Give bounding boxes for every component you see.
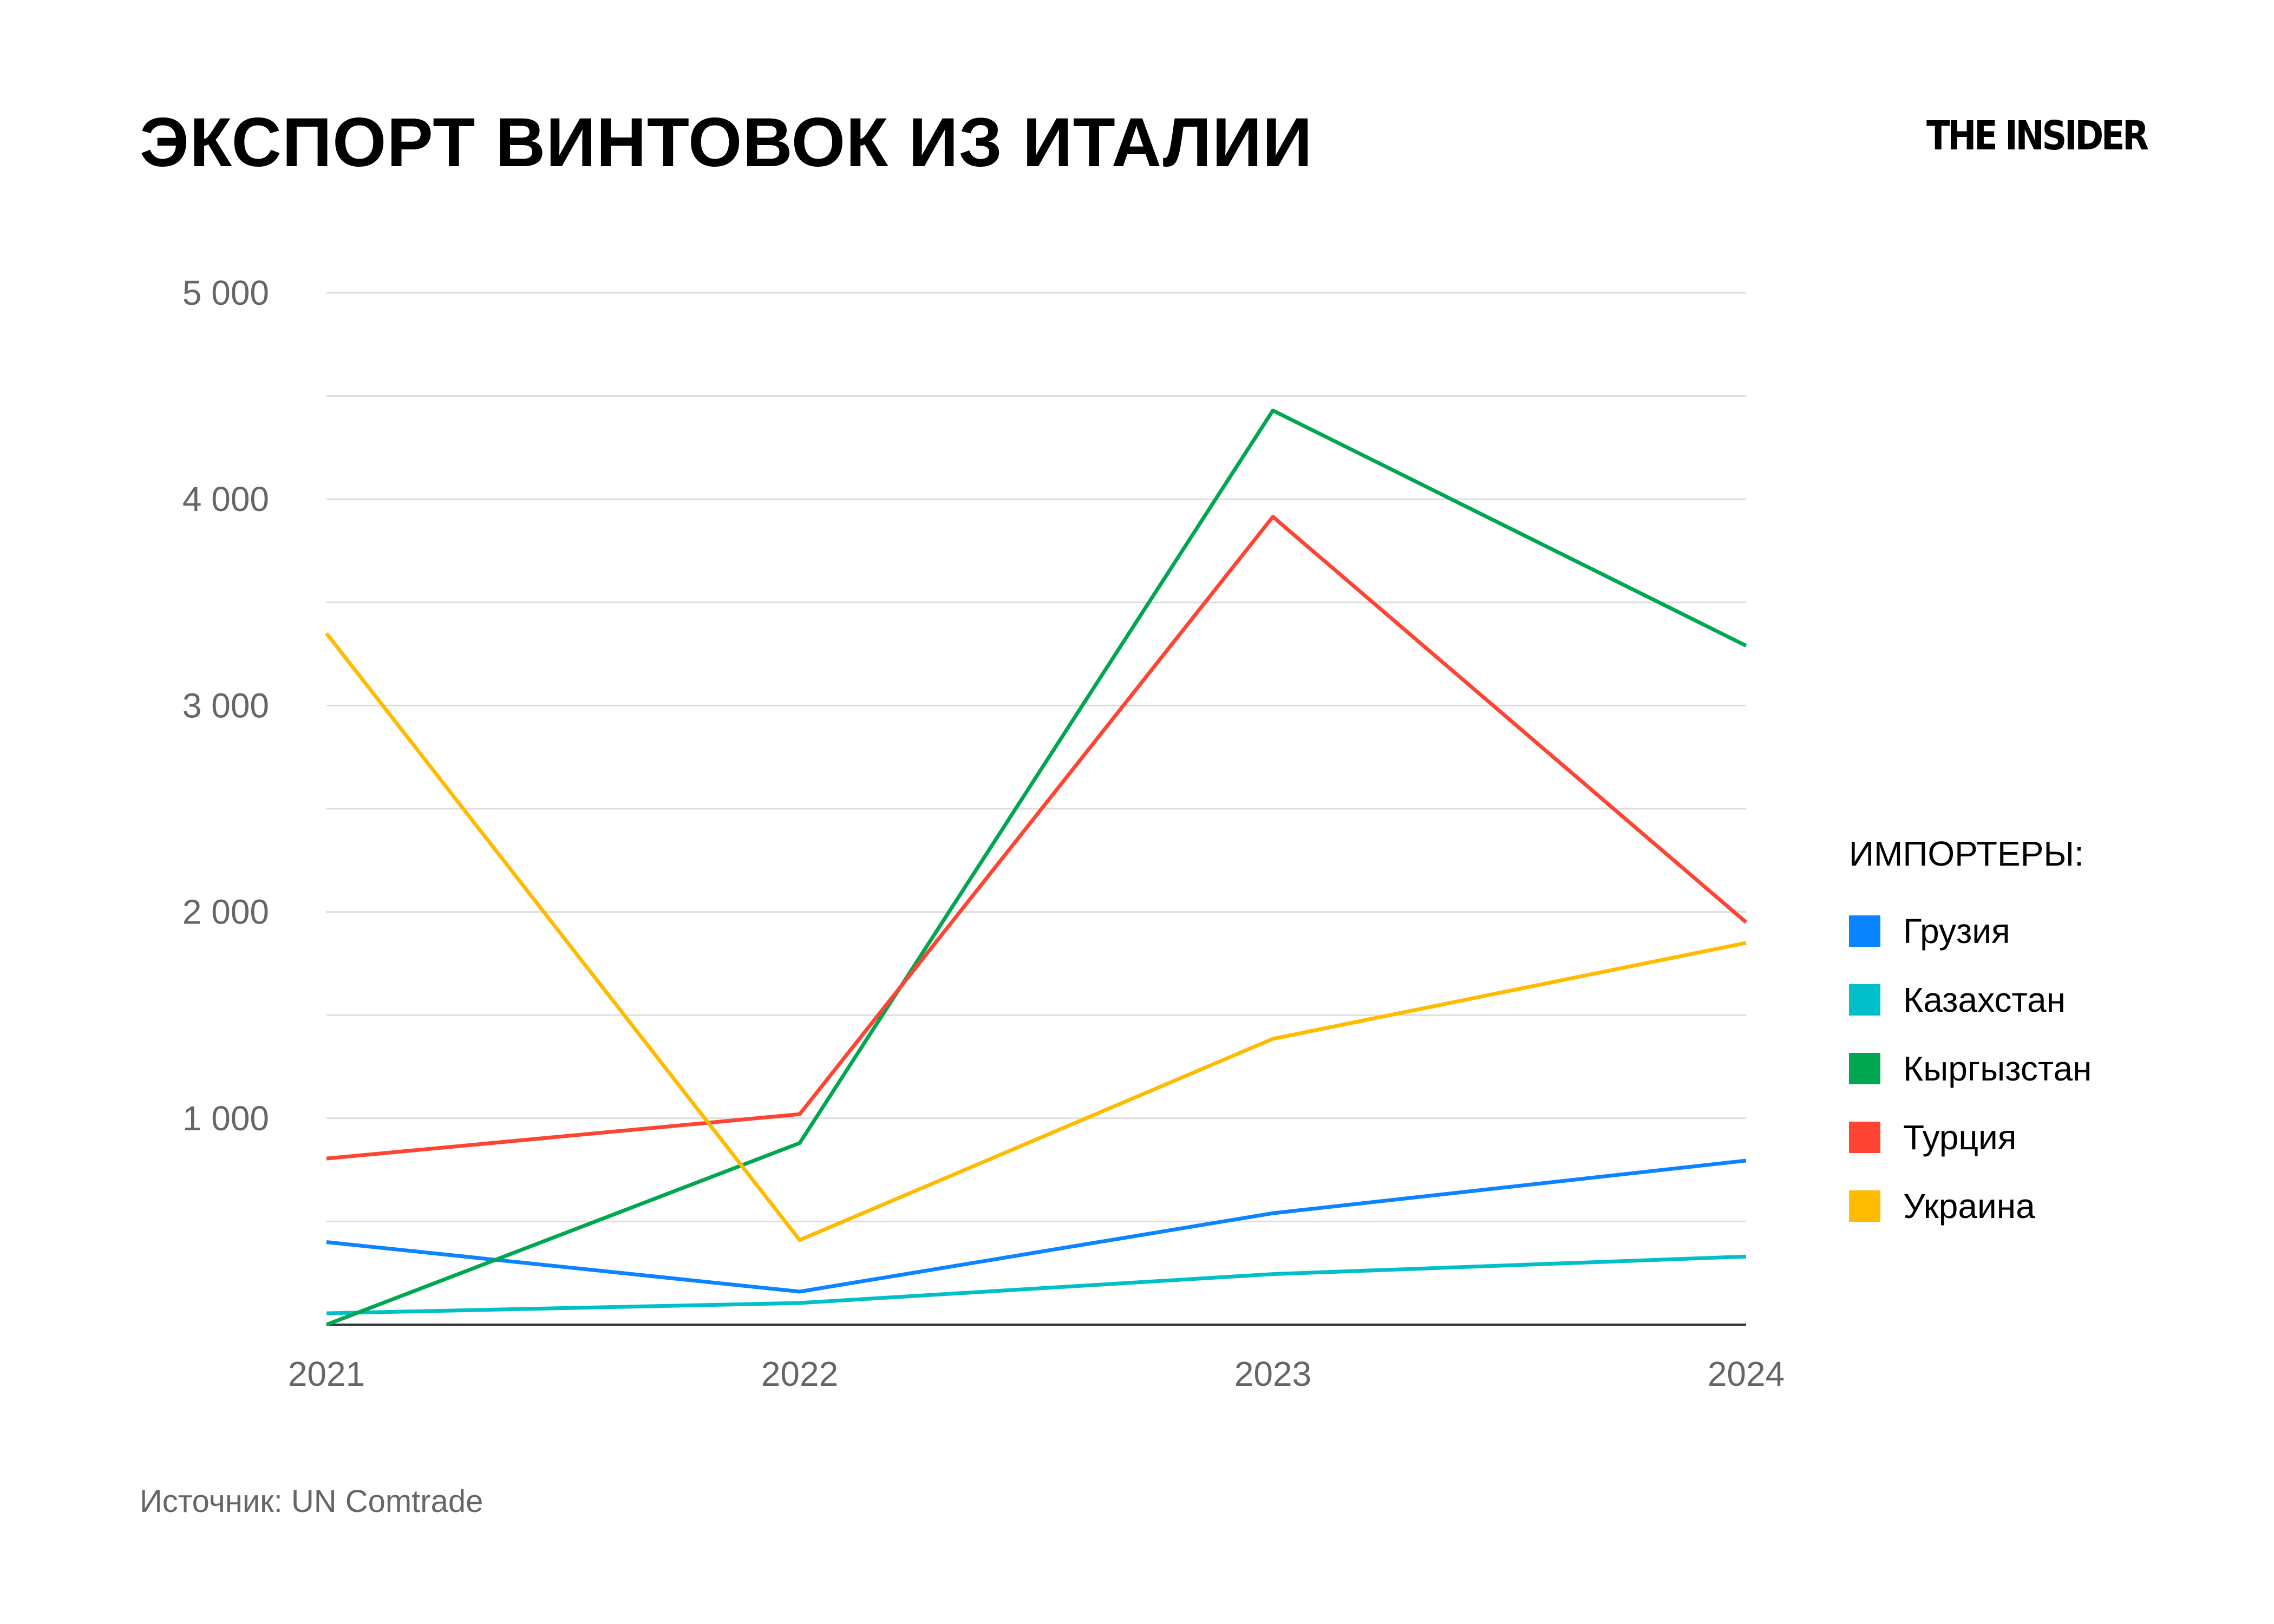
legend-label: Казахстан — [1903, 980, 2066, 1019]
chart-title: ЭКСПОРТ ВИНТОВОК ИЗ ИТАЛИИ — [140, 104, 1313, 181]
legend-item: Казахстан — [1849, 965, 2092, 1034]
legend-item: Украина — [1849, 1171, 2092, 1240]
x-tick-label: 2022 — [761, 1354, 838, 1393]
series-line-Украина — [325, 632, 1747, 1242]
y-tick-label: 3 000 — [182, 686, 269, 725]
legend-label: Турция — [1903, 1117, 2017, 1157]
legend-label: Грузия — [1903, 911, 2010, 951]
y-tick-label: 4 000 — [182, 480, 269, 519]
legend-item: Кыргызстан — [1849, 1034, 2092, 1103]
y-tick-label: 2 000 — [182, 893, 269, 932]
legend-swatch — [1849, 1121, 1880, 1153]
legend-label: Кыргызстан — [1903, 1049, 2092, 1088]
x-tick-label: 2023 — [1234, 1354, 1311, 1393]
series-line-Казахстан — [326, 1254, 1747, 1315]
source-note: Источник: UN Comtrade — [140, 1484, 483, 1519]
legend-item: Турция — [1849, 1103, 2092, 1171]
legend-item: Грузия — [1849, 896, 2092, 965]
grid-lines — [326, 292, 1746, 1222]
series-line-Турция — [326, 515, 1748, 1161]
series-line-Грузия — [326, 1158, 1747, 1294]
the-insider-logo: THE INSIDER — [1926, 113, 2149, 159]
x-tick-label: 2021 — [288, 1354, 365, 1393]
legend: ИМПОРТЕРЫ: Грузия Казахстан Кыргызстан Турц… — [1849, 834, 2092, 1240]
legend-swatch — [1849, 915, 1880, 947]
series-lines — [325, 408, 1748, 1327]
y-axis-ticks: 1 000 2 000 3 000 4 000 5 000 — [182, 273, 269, 1138]
legend-title: ИМПОРТЕРЫ: — [1849, 834, 2084, 873]
x-tick-label: 2024 — [1708, 1354, 1785, 1393]
x-axis-ticks: 2021 2022 2023 2024 — [288, 1354, 1785, 1393]
legend-swatch — [1849, 1052, 1880, 1084]
legend-swatch — [1849, 1190, 1880, 1222]
legend-swatch — [1849, 984, 1880, 1016]
y-tick-label: 1 000 — [182, 1099, 269, 1138]
series-line-Кыргызстан — [325, 408, 1747, 1327]
y-tick-label: 5 000 — [182, 273, 269, 312]
legend-label: Украина — [1903, 1186, 2035, 1226]
